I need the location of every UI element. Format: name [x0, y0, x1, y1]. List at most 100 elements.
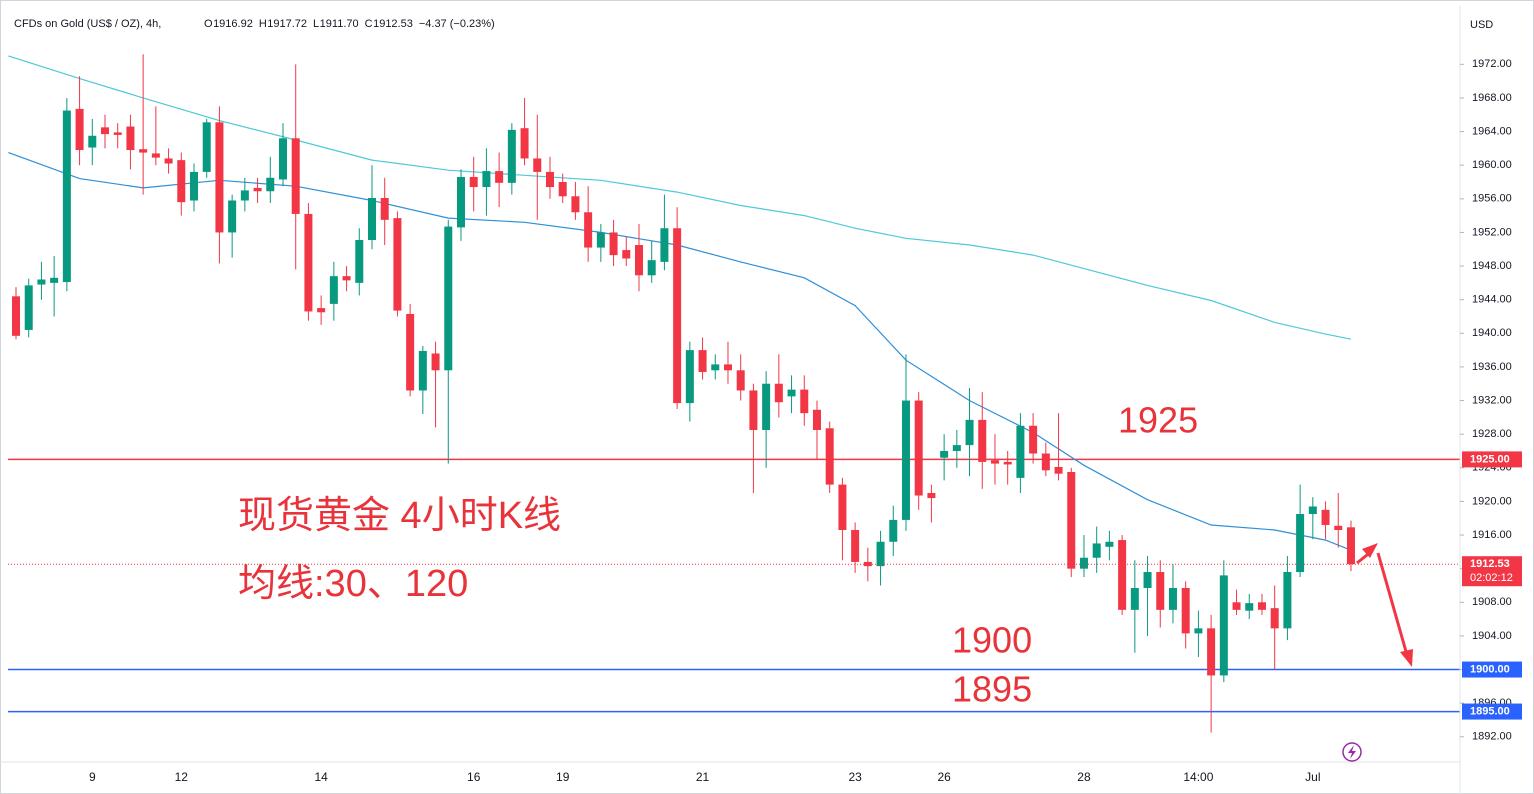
- annotation: 1900: [952, 620, 1032, 661]
- y-tick-label: 1904.00: [1472, 630, 1512, 642]
- candle-body: [507, 129, 516, 183]
- candle-body: [1346, 527, 1355, 565]
- candle-body: [673, 228, 682, 404]
- candle-body: [571, 196, 580, 213]
- quote-value: 1916.92: [213, 18, 253, 30]
- candle-body: [469, 176, 478, 188]
- candle-body: [1219, 575, 1228, 676]
- quote-key: L: [313, 18, 319, 30]
- last-price-badge: [1462, 556, 1522, 587]
- plot-area: [8, 54, 1460, 733]
- candle-body: [202, 122, 211, 172]
- candle-body: [1334, 525, 1343, 530]
- quote-key: C: [365, 18, 373, 30]
- candle-body: [889, 519, 898, 542]
- y-tick-label: 1972.00: [1472, 58, 1512, 70]
- candle-body: [380, 197, 389, 220]
- candle-body: [1308, 506, 1317, 515]
- countdown-label: 02:02:12: [1470, 572, 1513, 584]
- candle-body: [965, 419, 974, 446]
- candle-body: [1029, 425, 1038, 454]
- candle-body: [825, 428, 834, 485]
- y-tick-label: 1968.00: [1472, 92, 1512, 104]
- candle-body: [482, 171, 491, 188]
- candle-body: [1130, 588, 1139, 610]
- annotation: 均线:30、120: [238, 563, 468, 605]
- candle-body: [342, 276, 351, 281]
- annotation: 1925: [1118, 400, 1198, 441]
- candle-body: [660, 228, 669, 262]
- price-badge: [1462, 451, 1522, 468]
- candle-body: [151, 153, 160, 158]
- x-tick-label: 26: [937, 770, 951, 784]
- candle-body: [876, 541, 885, 567]
- quote-change: −4.37 (−0.23%): [419, 18, 495, 30]
- candle-body: [812, 409, 821, 430]
- candle-body: [584, 212, 593, 248]
- candle-body: [1067, 472, 1076, 569]
- candle-body: [126, 126, 135, 151]
- candle-body: [75, 108, 84, 151]
- header: CFDs on Gold (US$ / OZ), 4h, O 1916.92 H 19…: [14, 18, 495, 30]
- moving-average: [8, 55, 1352, 340]
- candle-body: [787, 389, 796, 397]
- y-tick-label: 1908.00: [1472, 596, 1512, 608]
- price-badge-label: 1895.00: [1470, 705, 1510, 717]
- y-tick-label: 1952.00: [1472, 226, 1512, 238]
- candle-body: [1270, 608, 1279, 629]
- candle-body: [596, 232, 605, 248]
- candle-body: [1296, 514, 1305, 573]
- candle-body: [863, 561, 872, 567]
- candle-body: [367, 197, 376, 240]
- last-price-label: 1912.53: [1470, 558, 1510, 570]
- alert-icon[interactable]: [1342, 742, 1362, 762]
- candle-body: [711, 364, 720, 371]
- candle-body: [431, 353, 440, 371]
- candle-body: [228, 200, 237, 233]
- candle-body: [1168, 588, 1177, 610]
- candle-body: [927, 493, 936, 499]
- candle-body: [444, 226, 453, 371]
- x-tick-label: 14:00: [1183, 770, 1213, 784]
- candle-body: [647, 260, 656, 276]
- candle-body: [37, 279, 46, 285]
- candle-body: [278, 138, 287, 180]
- candle-body: [762, 383, 771, 430]
- candle-body: [177, 160, 186, 203]
- candle-body: [545, 171, 554, 188]
- y-tick-label: 1932.00: [1472, 394, 1512, 406]
- candle-body: [723, 364, 732, 371]
- candle-body: [304, 213, 313, 312]
- candle-body: [1194, 628, 1203, 634]
- quote-key: H: [259, 18, 267, 30]
- candle-body: [329, 276, 338, 304]
- annotation: 1895: [952, 669, 1032, 710]
- candle-body: [113, 132, 122, 135]
- candle-body: [749, 390, 758, 430]
- candle-body: [215, 122, 224, 233]
- candle-body: [1181, 588, 1190, 634]
- candle-body: [698, 350, 707, 372]
- candle-body: [291, 138, 300, 214]
- candle-body: [1283, 572, 1292, 629]
- x-tick-label: 14: [314, 770, 328, 784]
- symbol[interactable]: CFDs on Gold (US$ / OZ), 4h,: [14, 18, 161, 30]
- candle-body: [393, 218, 402, 311]
- candle-body: [1016, 425, 1025, 478]
- candle-body: [100, 127, 109, 135]
- candle-body: [1054, 466, 1063, 474]
- candle-body: [533, 158, 542, 172]
- quote-value: 1911.70: [320, 18, 359, 30]
- currency[interactable]: USD: [1470, 19, 1493, 31]
- quote-value: 1917.72: [267, 18, 307, 30]
- candle-body: [634, 245, 643, 276]
- x-tick-label: 19: [556, 770, 570, 784]
- candle-body: [164, 158, 173, 164]
- candle-body: [1207, 628, 1216, 676]
- candle-body: [189, 171, 198, 201]
- x-tick-label: 28: [1077, 770, 1091, 784]
- quote-key: O: [204, 18, 213, 30]
- candle-body: [1257, 602, 1266, 610]
